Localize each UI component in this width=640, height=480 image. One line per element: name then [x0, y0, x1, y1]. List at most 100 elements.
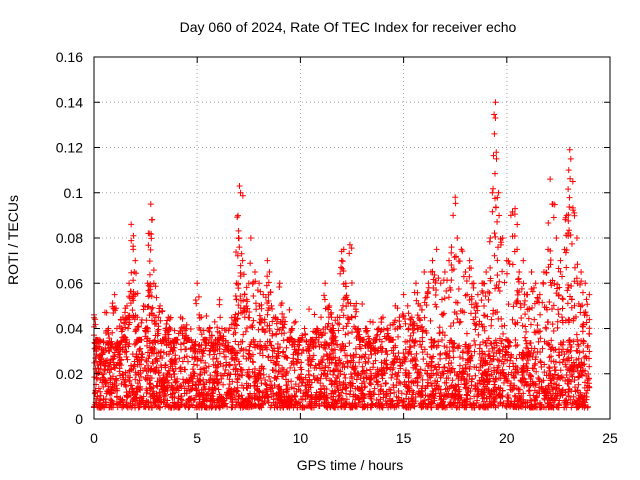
data-point — [148, 310, 155, 317]
data-point — [138, 319, 145, 326]
data-point — [126, 368, 133, 375]
data-point — [189, 366, 196, 373]
data-point — [493, 393, 500, 400]
data-point — [107, 401, 114, 408]
data-point — [329, 322, 336, 329]
data-point — [121, 381, 128, 388]
data-point — [347, 382, 354, 389]
data-point — [94, 362, 101, 369]
data-point — [408, 395, 415, 402]
data-point — [375, 378, 382, 385]
data-point — [569, 373, 576, 380]
data-point — [300, 404, 307, 411]
data-point — [546, 354, 553, 361]
data-point — [485, 296, 492, 303]
data-point — [321, 296, 328, 303]
data-point — [441, 402, 448, 409]
data-point — [178, 383, 185, 390]
data-point — [202, 336, 209, 343]
data-point — [123, 348, 130, 355]
data-point — [148, 216, 155, 223]
data-point — [133, 270, 140, 277]
data-point — [96, 369, 103, 376]
data-point — [249, 403, 256, 410]
data-point — [496, 212, 503, 219]
data-point — [456, 362, 463, 369]
data-point — [175, 393, 182, 400]
data-point — [126, 388, 133, 395]
data-point — [337, 403, 344, 410]
data-point — [129, 402, 136, 409]
data-point — [268, 342, 275, 349]
data-point — [489, 208, 496, 215]
data-point — [268, 342, 275, 349]
data-point — [441, 268, 448, 275]
data-point — [148, 235, 155, 242]
data-point — [558, 341, 565, 348]
data-point — [225, 370, 232, 377]
data-point — [451, 368, 458, 375]
data-point — [579, 302, 586, 309]
data-point — [372, 336, 379, 343]
data-point — [130, 288, 137, 295]
data-point — [569, 178, 576, 185]
data-point — [306, 306, 313, 313]
data-point — [546, 298, 553, 305]
data-point — [320, 382, 327, 389]
data-point — [238, 366, 245, 373]
data-point — [187, 372, 194, 379]
data-point — [491, 170, 498, 177]
data-point — [177, 341, 184, 348]
data-point — [240, 297, 247, 304]
data-point — [258, 365, 265, 372]
data-point — [149, 388, 156, 395]
data-point — [121, 349, 128, 356]
data-point — [523, 360, 530, 367]
data-point — [272, 360, 279, 367]
data-point — [280, 348, 287, 355]
data-point — [513, 355, 520, 362]
data-point — [271, 404, 278, 411]
data-point — [430, 338, 437, 345]
data-point — [231, 361, 238, 368]
data-point — [147, 390, 154, 397]
data-point — [499, 235, 506, 241]
data-point — [332, 360, 339, 367]
data-point — [247, 402, 254, 409]
data-point — [264, 311, 271, 318]
data-point — [423, 330, 430, 337]
data-point — [211, 318, 218, 325]
data-point — [172, 352, 179, 359]
data-point — [548, 394, 555, 401]
data-point — [193, 387, 200, 394]
data-point — [345, 299, 352, 306]
data-point — [565, 218, 572, 225]
data-point — [150, 344, 157, 351]
data-point — [490, 152, 497, 159]
data-point — [311, 311, 318, 318]
data-point — [132, 328, 139, 335]
data-point — [156, 389, 163, 396]
data-point — [238, 345, 245, 352]
data-point — [575, 374, 582, 381]
data-point — [554, 404, 561, 411]
data-point — [354, 394, 361, 401]
data-point — [514, 287, 521, 294]
data-point — [113, 393, 120, 400]
data-point — [306, 352, 313, 359]
y-tick-label: 0.06 — [56, 275, 83, 291]
data-point — [493, 282, 500, 289]
data-point — [130, 277, 137, 284]
data-point — [117, 351, 124, 358]
data-point — [487, 361, 493, 368]
data-point — [436, 324, 443, 331]
data-point — [97, 392, 104, 399]
data-point — [247, 355, 254, 362]
data-point — [377, 388, 384, 395]
data-point — [157, 349, 164, 356]
data-point — [324, 404, 331, 411]
data-point — [283, 386, 290, 393]
data-point — [402, 355, 409, 362]
data-point — [417, 302, 424, 309]
data-point — [472, 326, 479, 333]
